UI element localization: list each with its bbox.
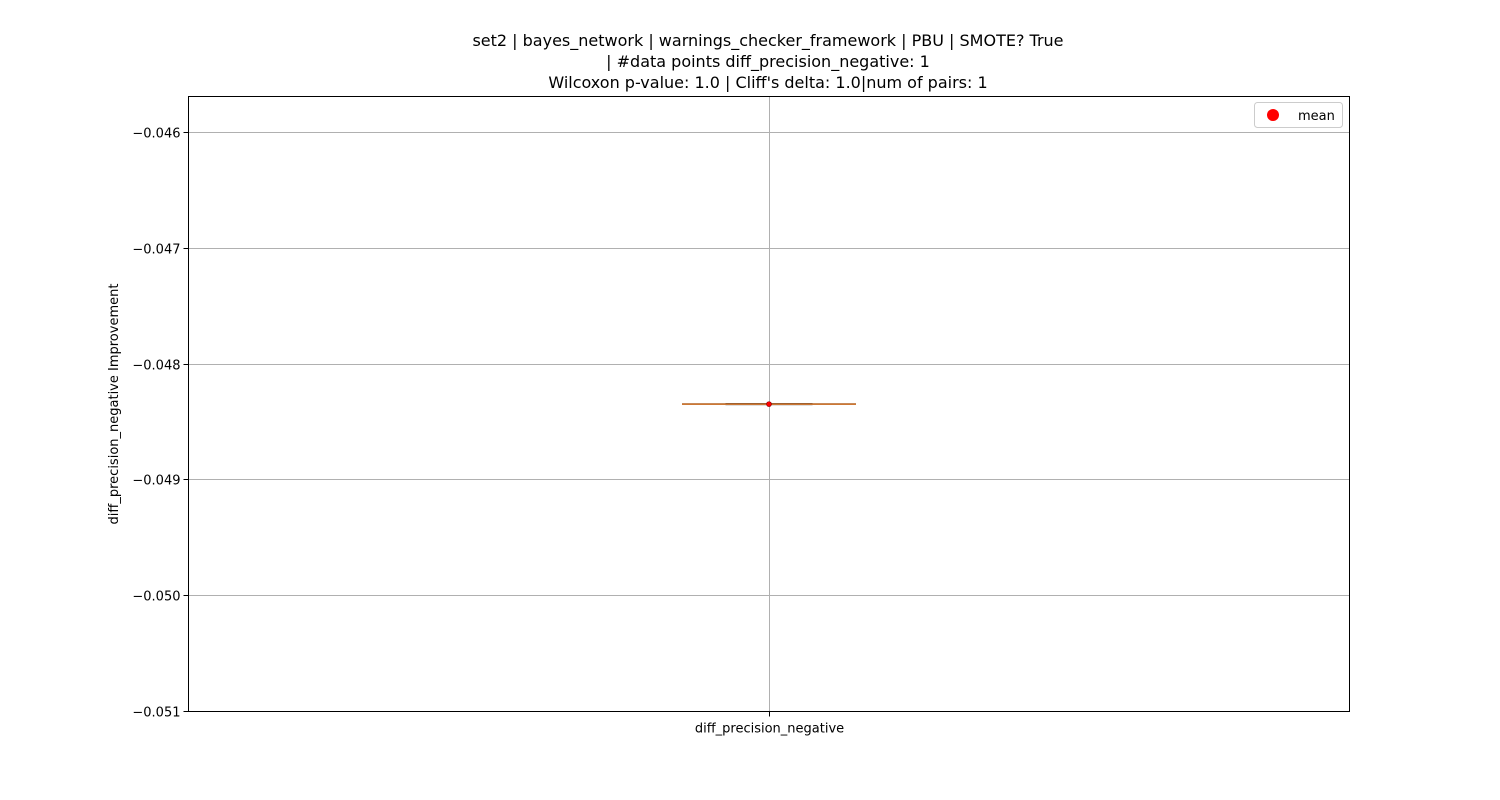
y-tick-label: −0.046: [132, 127, 180, 142]
title-line-3: Wilcoxon p-value: 1.0 | Cliff's delta: 1…: [548, 73, 987, 92]
y-tick-label: −0.047: [132, 243, 180, 258]
y-axis-ticks: −0.046 −0.047 −0.048 −0.049 −0.050 −0.051: [132, 127, 189, 721]
y-tick-label: −0.048: [132, 359, 180, 374]
mean-marker: [766, 401, 772, 407]
legend-mean-label: mean: [1298, 109, 1335, 124]
legend-mean-marker: [1267, 109, 1279, 121]
chart-title: set2 | bayes_network | warnings_checker_…: [472, 31, 1063, 92]
y-axis-label: diff_precision_negative Improvement: [107, 284, 122, 525]
title-line-1: set2 | bayes_network | warnings_checker_…: [472, 31, 1063, 51]
y-tick-label: −0.051: [132, 706, 180, 721]
legend-frame: [1254, 102, 1343, 128]
x-tick-label: diff_precision_negative: [695, 722, 844, 737]
y-tick-label: −0.049: [132, 474, 180, 489]
x-axis-ticks: diff_precision_negative: [695, 711, 844, 737]
y-tick-label: −0.050: [132, 590, 180, 605]
legend: mean: [1254, 102, 1343, 128]
title-line-2: | #data points diff_precision_negative: …: [606, 52, 930, 72]
box-plot-series: [682, 401, 856, 407]
